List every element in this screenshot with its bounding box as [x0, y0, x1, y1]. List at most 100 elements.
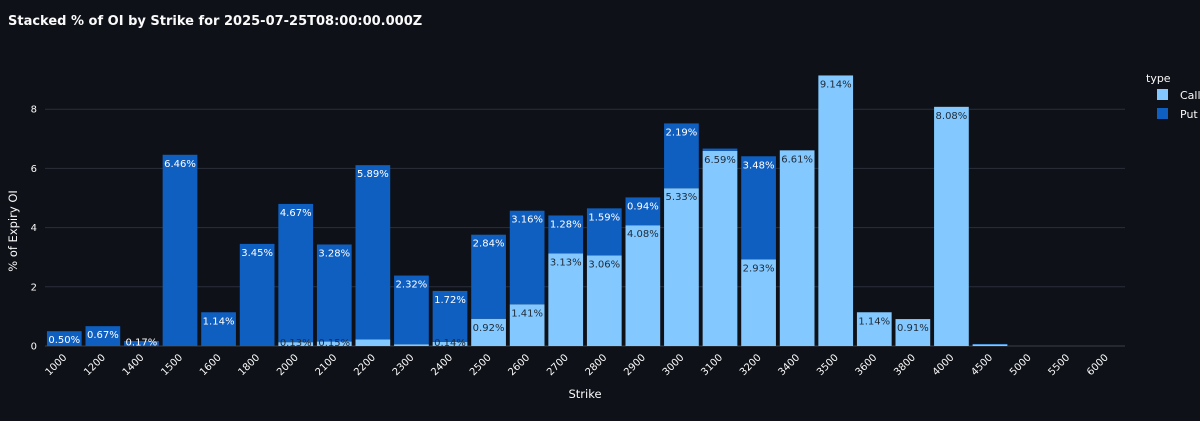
bar-label-put-1200: 0.67% [87, 330, 119, 341]
bar-call-2600[interactable] [509, 304, 545, 346]
bar-label-put-3000: 2.19% [666, 127, 698, 138]
bar-call-2300[interactable] [394, 344, 429, 346]
bar-put-1800[interactable] [239, 243, 275, 346]
legend-swatch-put[interactable] [1157, 108, 1168, 119]
bar-label-put-2100: 3.28% [318, 248, 350, 259]
x-tick-label: 1000 [44, 352, 70, 378]
x-tick-label: 3600 [854, 352, 880, 378]
bar-label-call-3200: 2.93% [743, 263, 775, 274]
bar-call-3600[interactable] [856, 312, 892, 346]
y-tick-label: 8 [31, 105, 37, 116]
x-tick-label: 2300 [391, 352, 417, 378]
bar-label-call-3100: 6.59% [704, 155, 736, 166]
bar-put-4500[interactable] [972, 343, 1008, 345]
y-axis-title: % of Expiry OI [6, 190, 20, 272]
bar-put-1600[interactable] [201, 312, 236, 346]
y-tick-label: 6 [31, 164, 37, 175]
legend-title: type [1146, 72, 1171, 85]
x-tick-label: 2000 [275, 352, 301, 378]
x-tick-label: 2900 [622, 352, 648, 378]
bar-label-put-1500: 6.46% [164, 159, 196, 170]
bar-label-call-2900: 4.08% [627, 229, 659, 240]
bar-label-put-1600: 1.14% [203, 316, 235, 327]
bar-label-call-3400: 6.61% [781, 154, 813, 165]
x-tick-label: 2700 [545, 352, 571, 378]
bar-put-2800[interactable] [586, 208, 622, 256]
bar-label-call-4000: 8.08% [936, 111, 968, 122]
bar-label-put-2900: 0.94% [627, 201, 659, 212]
x-tick-label: 1200 [82, 352, 108, 378]
legend-label-call[interactable]: Call [1180, 89, 1200, 102]
x-tick-label: 4000 [931, 352, 957, 378]
bar-put-2500[interactable] [471, 234, 506, 319]
bar-call-3500[interactable] [818, 75, 854, 347]
bar-put-2700[interactable] [548, 215, 584, 254]
bar-put-1400[interactable] [124, 340, 159, 346]
bar-label-put-2200: 5.89% [357, 169, 389, 180]
y-tick-label: 2 [31, 282, 37, 293]
bar-put-2100[interactable] [316, 244, 352, 342]
bar-call-2100[interactable] [316, 341, 352, 346]
bar-call-3800[interactable] [895, 319, 931, 346]
bar-put-2600[interactable] [509, 210, 545, 305]
x-tick-label: 4500 [969, 352, 995, 378]
bar-put-2400[interactable] [432, 290, 468, 342]
bar-call-2400[interactable] [432, 341, 468, 346]
bar-call-2900[interactable] [625, 225, 661, 346]
x-tick-label: 3000 [661, 352, 687, 378]
x-tick-label: 3800 [892, 352, 918, 378]
x-tick-label: 2600 [506, 352, 532, 378]
bar-put-2300[interactable] [394, 275, 429, 345]
bar-put-1500[interactable] [162, 154, 198, 346]
bar-label-call-3800: 0.91% [897, 323, 929, 334]
x-tick-label: 2400 [429, 352, 455, 378]
y-tick-label: 4 [31, 223, 37, 234]
x-tick-label: 1800 [236, 352, 262, 378]
bar-label-put-2400: 1.72% [434, 295, 466, 306]
bar-put-2900[interactable] [625, 197, 661, 226]
bar-labels: 0.50% 0.67% 0.17% 6.46% 1.14% 3.45% 0.13% 4.67%… [48, 79, 967, 349]
bar-label-call-3600: 1.14% [858, 316, 890, 327]
bar-label-call-3500: 9.14% [820, 79, 852, 90]
legend-label-put[interactable]: Put [1180, 108, 1198, 121]
bar-label-call-2600: 1.41% [511, 308, 543, 319]
bar-put-2200[interactable] [355, 165, 391, 340]
bar-put-1200[interactable] [85, 326, 121, 346]
bar-call-3400[interactable] [779, 150, 815, 346]
x-tick-label: 1600 [198, 352, 224, 378]
bar-call-2200[interactable] [355, 339, 391, 346]
bar-put-3100[interactable] [702, 148, 738, 151]
bars [46, 75, 1008, 347]
bar-put-1000[interactable] [46, 331, 82, 346]
bar-call-4000[interactable] [934, 106, 969, 346]
bar-label-put-1800: 3.45% [241, 248, 273, 259]
bar-label-put-3200: 3.48% [743, 160, 775, 171]
bar-call-3000[interactable] [664, 188, 699, 346]
legend[interactable]: type Call Put [1146, 72, 1200, 121]
x-tick-label: 5000 [1008, 352, 1034, 378]
chart-title: Stacked % of OI by Strike for 2025-07-25… [8, 14, 422, 29]
x-tick-label: 3500 [815, 352, 841, 378]
bar-call-4500[interactable] [972, 344, 1008, 346]
x-tick-label: 1400 [121, 352, 147, 378]
bar-put-3200[interactable] [741, 156, 776, 260]
bar-label-put-1000: 0.50% [48, 335, 80, 346]
bar-label-put-2000: 4.67% [280, 208, 312, 219]
bar-put-2000[interactable] [278, 203, 314, 343]
bar-label-call-2000: 0.13% [280, 338, 312, 349]
bar-call-2800[interactable] [586, 255, 622, 346]
legend-swatch-call[interactable] [1157, 89, 1168, 100]
bar-call-2700[interactable] [548, 253, 584, 346]
x-tick-label: 2100 [314, 352, 340, 378]
x-axis-title: Strike [568, 387, 601, 401]
bar-call-3200[interactable] [741, 259, 776, 346]
bar-call-3100[interactable] [702, 150, 738, 346]
bar-label-put-2500: 2.84% [473, 239, 505, 250]
y-tick-label: 0 [31, 342, 37, 353]
bar-put-3000[interactable] [664, 123, 699, 189]
bar-call-2000[interactable] [278, 342, 314, 346]
bar-call-2500[interactable] [471, 318, 506, 346]
bar-label-call-2500: 0.92% [473, 323, 505, 334]
bar-label-put-2700: 1.28% [550, 219, 582, 230]
